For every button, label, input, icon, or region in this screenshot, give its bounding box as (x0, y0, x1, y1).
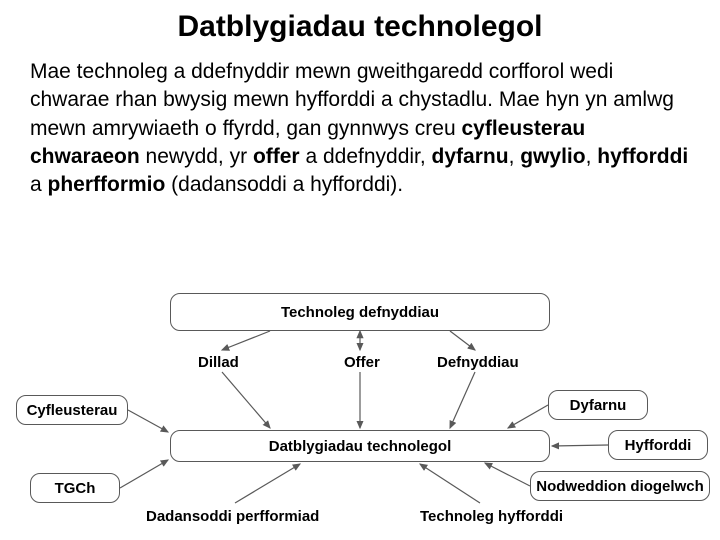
page-title: Datblygiadau technolegol (0, 10, 720, 44)
label-offer: Offer (344, 354, 380, 371)
node-tech_defnyddiau: Technoleg defnyddiau (170, 293, 550, 331)
label-dillad: Dillad (198, 354, 239, 371)
node-tgch: TGCh (30, 473, 120, 503)
label-defnyddiau: Defnyddiau (437, 354, 519, 371)
intro-paragraph: Mae technoleg a ddefnyddir mewn gweithga… (30, 58, 690, 200)
node-hyfforddi: Hyfforddi (608, 430, 708, 460)
node-cyfleusterau: Cyfleusterau (16, 395, 128, 425)
node-nodweddion: Nodweddion diogelwch (530, 471, 710, 501)
label-techhyff: Technoleg hyfforddi (420, 508, 563, 525)
node-datblygiadau: Datblygiadau technolegol (170, 430, 550, 462)
node-dyfarnu: Dyfarnu (548, 390, 648, 420)
label-dadansoddi: Dadansoddi perfformiad (146, 508, 319, 525)
